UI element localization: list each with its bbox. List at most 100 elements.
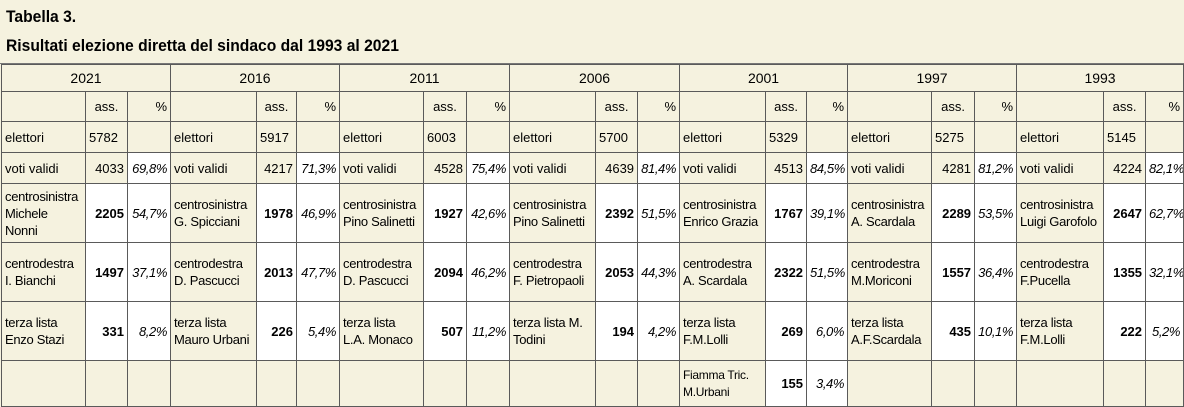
- voti-validi-value: 4224: [1103, 152, 1147, 184]
- voti-validi-pct: 75,4%: [465, 152, 511, 184]
- candidate-name-cell: centrosinistra G. Spicciani: [170, 183, 257, 243]
- candidate-name-cell: centrosinistra Pino Salinetti: [339, 183, 424, 243]
- empty-cell: [127, 121, 171, 153]
- empty-cell: [256, 360, 297, 407]
- votes-pct: 6,0%: [806, 301, 849, 361]
- empty-cell: [931, 360, 976, 407]
- votes-pct: 10,1%: [974, 301, 1018, 361]
- votes-value: 1927: [423, 183, 467, 243]
- candidate-name: A. Scardala: [851, 214, 915, 229]
- votes-value: 507: [423, 301, 467, 361]
- voti-validi-label: voti validi: [170, 152, 257, 184]
- votes-pct: 53,5%: [974, 183, 1018, 243]
- votes-value: 1767: [765, 183, 808, 243]
- elettori-value: 5275: [931, 121, 976, 153]
- voti-validi-value: 4528: [423, 152, 467, 184]
- coalition-label: terza lista: [343, 315, 396, 330]
- year-header: 2001: [679, 64, 849, 92]
- votes-value: 155: [765, 360, 808, 407]
- elettori-value: 5700: [595, 121, 639, 153]
- year-header: 1993: [1016, 64, 1184, 92]
- coalition-label: terza lista M.: [513, 315, 583, 330]
- pct-header: %: [637, 91, 681, 122]
- candidate-name-cell: centrodestra F.Pucella: [1016, 242, 1105, 302]
- votes-pct: 37,1%: [127, 242, 171, 302]
- candidate-name-cell: centrodestra M.Moriconi: [847, 242, 933, 302]
- votes-pct: 5,4%: [296, 301, 340, 361]
- voti-validi-pct: 71,3%: [296, 152, 340, 184]
- votes-value: 331: [85, 301, 128, 361]
- coalition-label: centrodestra: [5, 256, 74, 271]
- candidate-name-cell: terza lista M. Todini: [509, 301, 597, 361]
- empty-cell: [509, 360, 597, 407]
- elettori-row: elettori 5782 elettori 5917 elettori 6003 elet…: [1, 121, 1184, 153]
- results-table: 2021 2016 2011 2006 2001 1997 1993 ass.% ass.% as…: [1, 64, 1184, 407]
- votes-pct: 39,1%: [806, 183, 849, 243]
- coalition-label: centrosinistra: [513, 197, 587, 212]
- votes-pct: 36,4%: [974, 242, 1018, 302]
- votes-value: 1978: [256, 183, 297, 243]
- empty-cell: [296, 360, 340, 407]
- votes-value: 435: [931, 301, 976, 361]
- votes-pct: 32,1%: [1145, 242, 1184, 302]
- candidate-name: Mauro Urbani: [174, 332, 250, 347]
- votes-pct: 8,2%: [127, 301, 171, 361]
- coalition-label: centrosinistra: [343, 197, 417, 212]
- ass-header: ass.: [256, 91, 297, 122]
- voti-validi-label: voti validi: [339, 152, 424, 184]
- coalition-label: terza lista: [174, 315, 227, 330]
- voti-validi-pct: 82,1%: [1145, 152, 1184, 184]
- votes-value: 2289: [931, 183, 976, 243]
- year-header: 2021: [1, 64, 171, 92]
- votes-value: 1355: [1103, 242, 1147, 302]
- voti-validi-label: voti validi: [509, 152, 597, 184]
- year-row: 2021 2016 2011 2006 2001 1997 1993: [1, 64, 1184, 92]
- candidate-name-cell: centrosinistra A. Scardala: [847, 183, 933, 243]
- coalition-label: terza lista: [1020, 315, 1073, 330]
- coalition-label: centrosinistra: [1020, 197, 1094, 212]
- ass-header: ass.: [595, 91, 639, 122]
- coalition-label: centrodestra: [683, 256, 752, 271]
- coalition-label: centrosinistra: [851, 197, 925, 212]
- elettori-label: elettori: [170, 121, 257, 153]
- empty-cell: [85, 360, 128, 407]
- voti-validi-row: voti validi 4033 69,8% voti validi 4217 71,3%…: [1, 152, 1184, 184]
- empty-cell: [1016, 360, 1105, 407]
- candidate-name-cell: terza lista Enzo Stazi: [1, 301, 86, 361]
- candidate-name: A.F.Scardala: [851, 332, 922, 347]
- blank-header-cell: [509, 91, 597, 122]
- votes-pct: 46,9%: [296, 183, 340, 243]
- blank-header-cell: [170, 91, 257, 122]
- pct-header: %: [465, 91, 511, 122]
- empty-cell: [127, 360, 171, 407]
- candidate-name: Enzo Stazi: [5, 332, 65, 347]
- candidate-name: M.Urbani: [683, 384, 730, 399]
- votes-value: 2322: [765, 242, 808, 302]
- candidate-name: F. Pietropaoli: [513, 273, 584, 288]
- empty-cell: [296, 121, 340, 153]
- candidate-name: Michele Nonni: [5, 205, 48, 238]
- votes-value: 2205: [85, 183, 128, 243]
- empty-cell: [1145, 360, 1184, 407]
- candidate-name: Pino Salinetti: [343, 214, 415, 229]
- voti-validi-pct: 69,8%: [127, 152, 171, 184]
- candidate-name-cell: centrosinistra Enrico Grazia: [679, 183, 767, 243]
- empty-cell: [170, 360, 257, 407]
- coalition-label: terza lista: [851, 315, 904, 330]
- candidate-name-cell: Fiamma Tric. M.Urbani: [679, 360, 767, 407]
- votes-value: 2013: [256, 242, 297, 302]
- elettori-label: elettori: [679, 121, 767, 153]
- empty-cell: [847, 360, 933, 407]
- elettori-value: 5917: [256, 121, 297, 153]
- voti-validi-value: 4217: [256, 152, 297, 184]
- empty-cell: [1103, 360, 1147, 407]
- empty-cell: [806, 121, 849, 153]
- coalition-label: terza lista: [5, 315, 58, 330]
- blank-header-cell: [679, 91, 767, 122]
- terza-row: terza lista Enzo Stazi 331 8,2% terza lista M…: [1, 301, 1184, 361]
- votes-pct: 11,2%: [465, 301, 511, 361]
- votes-pct: 47,7%: [296, 242, 340, 302]
- votes-value: 1497: [85, 242, 128, 302]
- coalition-label: Fiamma Tric.: [683, 367, 749, 382]
- candidate-name-cell: centrosinistra Michele Nonni: [1, 183, 86, 243]
